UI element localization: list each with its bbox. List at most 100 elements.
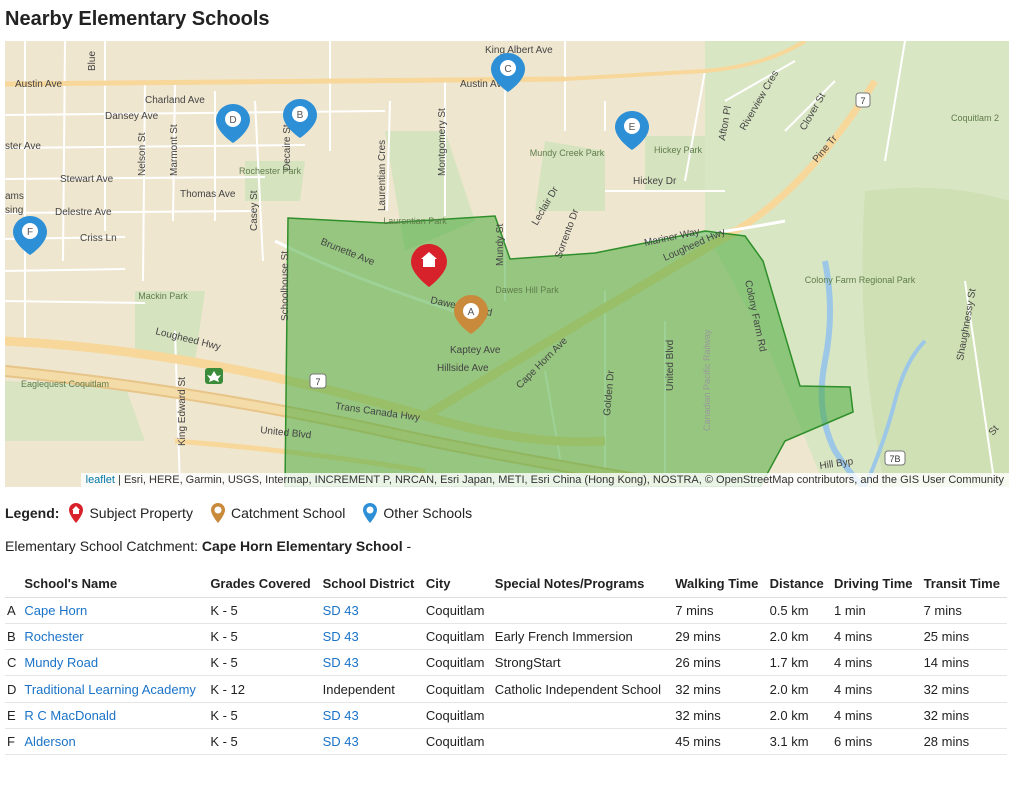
row-driving: 4 mins <box>829 623 920 651</box>
table-row: A Cape Horn K - 5 SD 43 Coquitlam 7 mins… <box>5 597 1007 624</box>
label-ams: ams <box>5 191 24 202</box>
district-link[interactable]: SD 43 <box>322 628 359 644</box>
row-district: Independent <box>318 675 422 703</box>
school-pin-e[interactable]: E <box>615 111 649 150</box>
schools-table: School's Name Grades Covered School Dist… <box>5 571 1007 756</box>
school-pin-d[interactable]: D <box>216 104 250 143</box>
row-school-name: Traditional Learning Academy <box>20 675 207 703</box>
route-7-shield: 7 <box>309 373 327 389</box>
legend-subject-label: Subject Property <box>89 505 193 521</box>
map[interactable]: Austin Ave Austin Ave King Albert Ave Ch… <box>5 41 1009 487</box>
page-title: Nearby Elementary Schools <box>5 8 270 30</box>
school-pin-f[interactable]: F <box>13 216 47 255</box>
table-row: F Alderson K - 5 SD 43 Coquitlam 45 mins… <box>5 728 1007 756</box>
header-letter <box>5 571 21 598</box>
school-link[interactable]: Mundy Road <box>24 655 99 671</box>
school-link[interactable]: Cape Horn <box>24 602 88 618</box>
label-nelson: Nelson St <box>137 132 148 176</box>
district-link[interactable]: SD 43 <box>322 602 359 618</box>
golf-area <box>5 381 145 441</box>
legend-catchment-label: Catchment School <box>230 505 346 521</box>
map-attribution: leaflet | Esri, HERE, Garmin, USGS, Inte… <box>80 473 1009 487</box>
label-united-v: United Blvd <box>665 340 676 391</box>
pin-c-label: C <box>504 64 511 75</box>
row-driving: 4 mins <box>829 702 920 729</box>
label-colony-farm-park: Colony Farm Regional Park <box>805 275 916 285</box>
row-grades: K - 5 <box>206 728 319 756</box>
row-district: SD 43 <box>318 623 422 651</box>
label-cpr: Canadian Pacific Railway <box>702 329 712 431</box>
label-thomas: Thomas Ave <box>180 189 236 200</box>
table-row: D Traditional Learning Academy K - 12 In… <box>5 675 1007 703</box>
row-walking: 32 mins <box>671 675 766 703</box>
row-letter: E <box>5 702 21 729</box>
label-marmont: Marmont St <box>169 124 180 176</box>
label-casey: Casey St <box>249 190 260 231</box>
school-link[interactable]: Alderson <box>24 734 76 750</box>
pin-b-label: B <box>297 110 304 121</box>
table-header-row: School's Name Grades Covered School Dist… <box>5 571 1007 598</box>
label-mundy-st: Mundy St <box>495 224 506 266</box>
row-grades: K - 5 <box>206 649 319 677</box>
header-transit: Transit Time <box>919 571 1007 598</box>
row-notes <box>490 597 672 624</box>
label-austin-ave-west: Austin Ave <box>15 79 63 90</box>
row-distance: 2.0 km <box>765 623 830 651</box>
row-letter: A <box>5 597 21 624</box>
label-laurentian-park: Laurentian Park <box>383 216 447 226</box>
map-legend: Legend: Subject Property Catchment Schoo… <box>5 503 490 523</box>
trans-canada-leaf-icon <box>205 368 223 384</box>
map-canvas[interactable]: Austin Ave Austin Ave King Albert Ave Ch… <box>5 41 1009 487</box>
label-hill-byp: Hill Byp <box>819 456 855 472</box>
label-eaglequest: Eaglequest Coquitlam <box>21 379 109 389</box>
label-schoolhouse: Schoolhouse St <box>280 251 291 321</box>
district-link[interactable]: SD 43 <box>322 734 359 750</box>
route-7-north-label: 7 <box>860 96 865 106</box>
row-city: Coquitlam <box>421 675 491 703</box>
school-pin-c[interactable]: C <box>491 53 525 92</box>
label-stewart: Stewart Ave <box>60 174 114 185</box>
row-letter: C <box>5 649 21 677</box>
catchment-line: Elementary School Catchment: Cape Horn E… <box>5 538 411 554</box>
row-distance: 2.0 km <box>765 702 830 729</box>
row-city: Coquitlam <box>421 728 491 756</box>
row-school-name: Alderson <box>20 728 207 756</box>
school-pin-b[interactable]: B <box>283 99 317 138</box>
row-transit: 32 mins <box>919 702 1007 729</box>
row-driving: 4 mins <box>829 649 920 677</box>
row-transit: 25 mins <box>919 623 1007 651</box>
header-walking: Walking Time <box>671 571 766 598</box>
legend-label: Legend: <box>5 505 60 521</box>
district-link[interactable]: SD 43 <box>322 707 359 723</box>
label-king-albert: King Albert Ave <box>485 45 553 56</box>
label-united: United Blvd <box>260 425 312 441</box>
pin-d-label: D <box>229 115 236 126</box>
row-driving: 4 mins <box>829 675 920 703</box>
catchment-school-pin-a[interactable]: A <box>454 295 488 334</box>
legend-other-label: Other Schools <box>383 505 473 521</box>
label-laurentian: Laurentian Cres <box>377 140 388 211</box>
table-row: C Mundy Road K - 5 SD 43 Coquitlam Stron… <box>5 649 1007 677</box>
school-link[interactable]: Traditional Learning Academy <box>24 681 196 697</box>
route-7-shield-north: 7 <box>855 92 871 108</box>
row-notes: StrongStart <box>490 649 672 677</box>
row-distance: 2.0 km <box>765 675 830 703</box>
row-transit: 14 mins <box>919 649 1007 677</box>
legend-other: Other Schools <box>363 503 472 523</box>
row-school-name: Cape Horn <box>20 597 207 624</box>
legend-subject: Subject Property <box>69 503 193 523</box>
row-walking: 26 mins <box>671 649 766 677</box>
row-school-name: Mundy Road <box>20 649 207 677</box>
leaflet-link[interactable]: leaflet <box>85 474 115 486</box>
subject-pin-icon <box>69 503 84 523</box>
label-dawes-park: Dawes Hill Park <box>495 285 559 295</box>
school-link[interactable]: Rochester <box>24 628 84 644</box>
label-austin-ave-east: Austin Ave <box>460 79 508 90</box>
label-criss: Criss Ln <box>80 233 117 244</box>
catchment-suffix: - <box>402 538 412 554</box>
district-link[interactable]: SD 43 <box>322 655 359 671</box>
label-hillside: Hillside Ave <box>437 363 489 374</box>
school-link[interactable]: R C MacDonald <box>24 707 117 723</box>
legend-catchment: Catchment School <box>210 503 346 523</box>
subject-property-pin[interactable] <box>411 244 447 287</box>
